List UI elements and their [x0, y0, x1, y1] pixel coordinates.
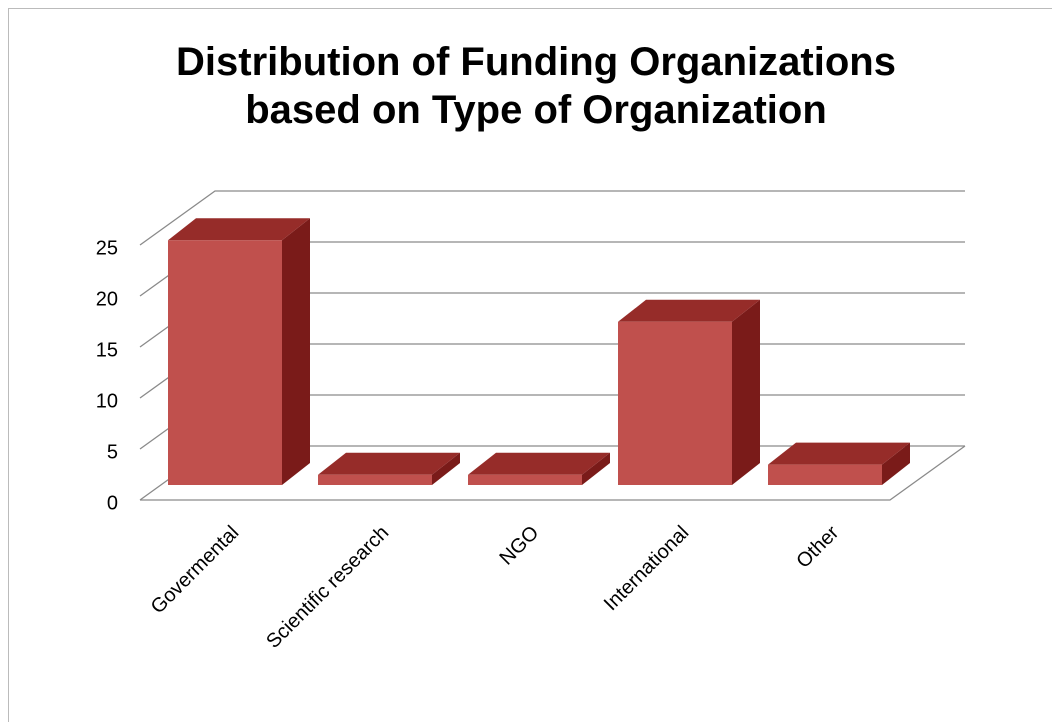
- bar: [318, 452, 460, 485]
- bar-side: [582, 452, 610, 485]
- y-tick-label: 20: [96, 288, 118, 310]
- bar-top: [618, 299, 760, 322]
- bar-top: [168, 218, 310, 241]
- bar-front: [318, 474, 432, 485]
- bar-side: [732, 299, 760, 485]
- bar-front: [618, 321, 732, 485]
- y-tick-label: 15: [96, 339, 118, 361]
- bar-top: [468, 452, 610, 475]
- bar-front: [168, 240, 282, 485]
- y-tick-label: 0: [107, 492, 118, 514]
- bar: [468, 452, 610, 485]
- bar-top: [768, 442, 910, 465]
- floor-edge: [140, 445, 966, 501]
- bar-front: [468, 474, 582, 485]
- x-tick-label: Other: [792, 521, 843, 572]
- y-tick-label: 10: [96, 390, 118, 412]
- x-tick-label: Govermental: [147, 522, 244, 619]
- y-tick-label: 25: [96, 237, 118, 259]
- x-tick-label: International: [600, 522, 693, 615]
- bar: [768, 442, 910, 485]
- grid-line: [139, 190, 965, 246]
- bar-side: [432, 452, 460, 485]
- y-tick-label: 5: [107, 441, 118, 463]
- bar-side: [882, 442, 910, 485]
- bar: [168, 218, 310, 485]
- chart-title: Distribution of Funding Organizations ba…: [176, 40, 896, 132]
- bar-top: [318, 452, 460, 475]
- x-tick-label: NGO: [495, 522, 543, 570]
- chart-border: [8, 8, 1052, 722]
- x-tick-label: Scientific research: [262, 522, 393, 653]
- bar-front: [768, 464, 882, 485]
- bar: [618, 299, 760, 485]
- bar-side: [282, 218, 310, 485]
